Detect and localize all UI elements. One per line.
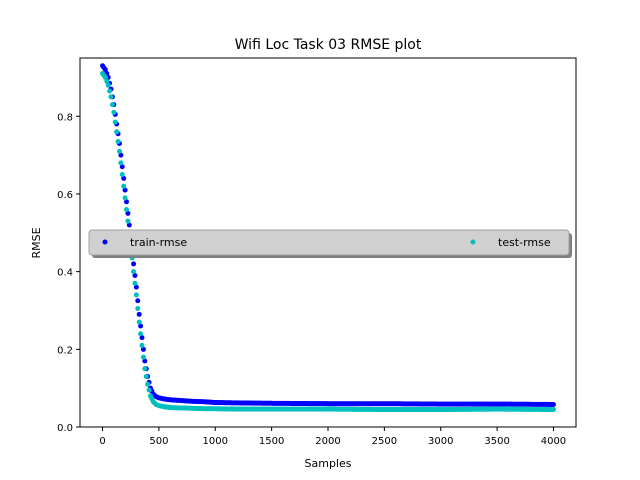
data-point	[122, 195, 128, 201]
x-axis-ticks: 0 500 1000 1500 2000 2500 3000 3500 4000	[99, 427, 566, 447]
data-point-fill	[549, 401, 555, 407]
data-point	[116, 148, 122, 154]
y-axis-ticks: 0.0 0.2 0.4 0.6 0.8	[57, 112, 80, 434]
data-point-fill	[101, 72, 107, 78]
data-point	[111, 109, 117, 115]
data-point-fill	[121, 183, 127, 189]
data-point	[119, 164, 125, 170]
data-point	[133, 292, 139, 298]
y-tick-label: 0.2	[57, 345, 73, 356]
x-tick-label: 1500	[259, 436, 284, 447]
data-point	[131, 261, 137, 267]
data-point	[114, 129, 120, 135]
legend: train-rmse test-rmse	[88, 229, 572, 258]
data-point	[125, 218, 131, 224]
series-train-rmse	[100, 63, 556, 407]
legend-marker-train	[102, 239, 108, 245]
data-point-fill	[101, 65, 107, 71]
data-points	[100, 63, 556, 413]
y-axis-label: RMSE	[30, 227, 43, 258]
x-tick-label: 500	[149, 436, 168, 447]
legend-box	[88, 229, 570, 256]
data-point-fill	[132, 280, 138, 286]
data-point	[125, 210, 131, 216]
data-point	[108, 94, 114, 100]
x-tick-label: 2000	[315, 436, 340, 447]
data-point-fill	[135, 306, 141, 312]
x-tick-label: 3000	[428, 436, 453, 447]
data-point-fill	[124, 206, 129, 212]
data-point-fill	[104, 78, 110, 84]
data-point-fill	[107, 88, 113, 94]
legend-label-test: test-rmse	[498, 236, 551, 249]
data-point-fill	[118, 152, 124, 158]
y-tick-label: 0.8	[57, 112, 73, 123]
x-tick-label: 3500	[484, 436, 509, 447]
y-tick-label: 0.6	[57, 190, 73, 201]
data-point	[142, 366, 148, 372]
data-point-fill	[118, 160, 124, 166]
legend-marker-test	[470, 239, 476, 245]
data-point	[119, 172, 125, 178]
data-point	[133, 284, 139, 290]
data-point	[142, 358, 148, 364]
data-point	[145, 381, 151, 387]
y-tick-label: 0.0	[57, 423, 73, 434]
data-point-fill	[140, 354, 146, 360]
x-tick-label: 1000	[203, 436, 228, 447]
data-point-fill	[121, 175, 127, 181]
data-point	[139, 335, 145, 341]
x-tick-label: 2500	[372, 436, 397, 447]
x-axis-label: Samples	[305, 457, 352, 470]
data-point-fill	[140, 346, 146, 352]
data-point-fill	[138, 323, 144, 329]
legend-label-train: train-rmse	[130, 236, 187, 249]
data-point	[139, 342, 145, 348]
data-point-fill	[115, 139, 121, 145]
y-tick-label: 0.4	[57, 268, 73, 279]
data-point-fill	[149, 396, 155, 402]
data-point-fill	[109, 102, 115, 108]
x-tick-label: 0	[99, 436, 105, 447]
x-tick-label: 4000	[541, 436, 566, 447]
data-point-fill	[112, 119, 118, 125]
data-point-fill	[549, 407, 555, 413]
data-point-fill	[146, 387, 152, 393]
data-point-fill	[132, 273, 138, 279]
data-point-fill	[126, 222, 132, 228]
data-point	[122, 187, 128, 193]
chart-title: Wifi Loc Task 03 RMSE plot	[235, 37, 422, 53]
data-point	[131, 269, 137, 275]
data-point-fill	[135, 298, 141, 304]
data-point-fill	[124, 199, 129, 205]
series-test-rmse	[100, 71, 556, 413]
data-point	[136, 319, 142, 325]
data-point-fill	[138, 331, 144, 337]
data-point	[105, 82, 111, 88]
data-point	[136, 311, 142, 317]
data-point-fill	[143, 374, 149, 380]
